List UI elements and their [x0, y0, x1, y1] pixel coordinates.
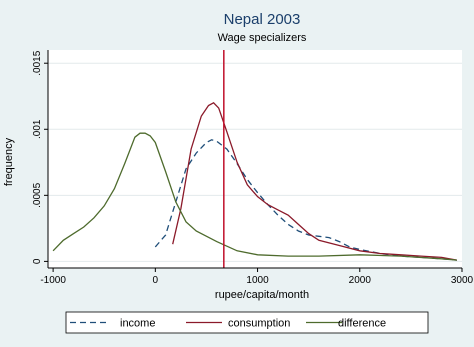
legend-label-difference: difference	[338, 318, 386, 330]
series-line-consumption	[172, 101, 458, 261]
x-tick-label: 3000	[451, 275, 474, 286]
x-tick-label: 1000	[246, 275, 269, 286]
x-tick-label: 0	[153, 275, 159, 286]
y-tick-label: 0	[32, 258, 43, 264]
axes: -1000 0 1000 2000 3000 0 .0005 .001 .0015	[32, 50, 474, 286]
chart-subtitle: Wage specializers	[218, 32, 307, 44]
series-line-difference	[52, 132, 457, 261]
x-ticks: -1000 0 1000 2000 3000	[40, 268, 474, 286]
y-axis-label: frequency	[3, 137, 15, 186]
plot-background	[48, 50, 462, 268]
x-tick-label: 2000	[349, 275, 372, 286]
y-tick-label: .001	[32, 119, 43, 139]
grid	[48, 62, 462, 262]
legend-label-consumption: consumption	[228, 318, 290, 330]
legend: income consumption difference	[65, 311, 429, 334]
series-layer	[52, 101, 458, 261]
legend-label-income: income	[120, 318, 155, 330]
y-tick-label: .0005	[32, 182, 43, 207]
legend-box	[65, 311, 429, 334]
x-tick-label: -1000	[40, 275, 66, 286]
chart-title: Nepal 2003	[224, 11, 301, 28]
y-tick-label: .0015	[32, 50, 43, 75]
y-ticks: 0 .0005 .001 .0015	[32, 50, 48, 264]
x-axis-label: rupee/capita/month	[215, 289, 309, 301]
